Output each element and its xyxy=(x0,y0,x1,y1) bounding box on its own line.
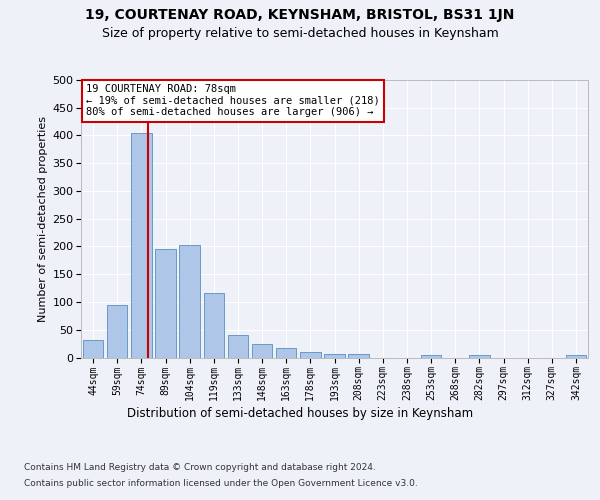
Bar xyxy=(155,248,176,358)
Text: 19, COURTENAY ROAD, KEYNSHAM, BRISTOL, BS31 1JN: 19, COURTENAY ROAD, KEYNSHAM, BRISTOL, B… xyxy=(85,8,515,22)
Bar xyxy=(300,352,320,358)
Bar xyxy=(203,293,224,358)
Y-axis label: Number of semi-detached properties: Number of semi-detached properties xyxy=(38,116,48,322)
Bar xyxy=(83,340,103,357)
Text: Contains public sector information licensed under the Open Government Licence v3: Contains public sector information licen… xyxy=(24,478,418,488)
Bar xyxy=(131,132,152,358)
Bar xyxy=(179,246,200,358)
Bar xyxy=(252,344,272,357)
Bar xyxy=(276,348,296,358)
Bar xyxy=(566,354,586,358)
Text: Contains HM Land Registry data © Crown copyright and database right 2024.: Contains HM Land Registry data © Crown c… xyxy=(24,464,376,472)
Bar xyxy=(469,354,490,358)
Text: Size of property relative to semi-detached houses in Keynsham: Size of property relative to semi-detach… xyxy=(101,28,499,40)
Text: 19 COURTENAY ROAD: 78sqm
← 19% of semi-detached houses are smaller (218)
80% of : 19 COURTENAY ROAD: 78sqm ← 19% of semi-d… xyxy=(86,84,380,117)
Bar xyxy=(324,354,345,358)
Bar xyxy=(349,354,369,358)
Bar xyxy=(421,354,442,358)
Bar xyxy=(227,336,248,357)
Bar xyxy=(107,305,127,358)
Text: Distribution of semi-detached houses by size in Keynsham: Distribution of semi-detached houses by … xyxy=(127,408,473,420)
